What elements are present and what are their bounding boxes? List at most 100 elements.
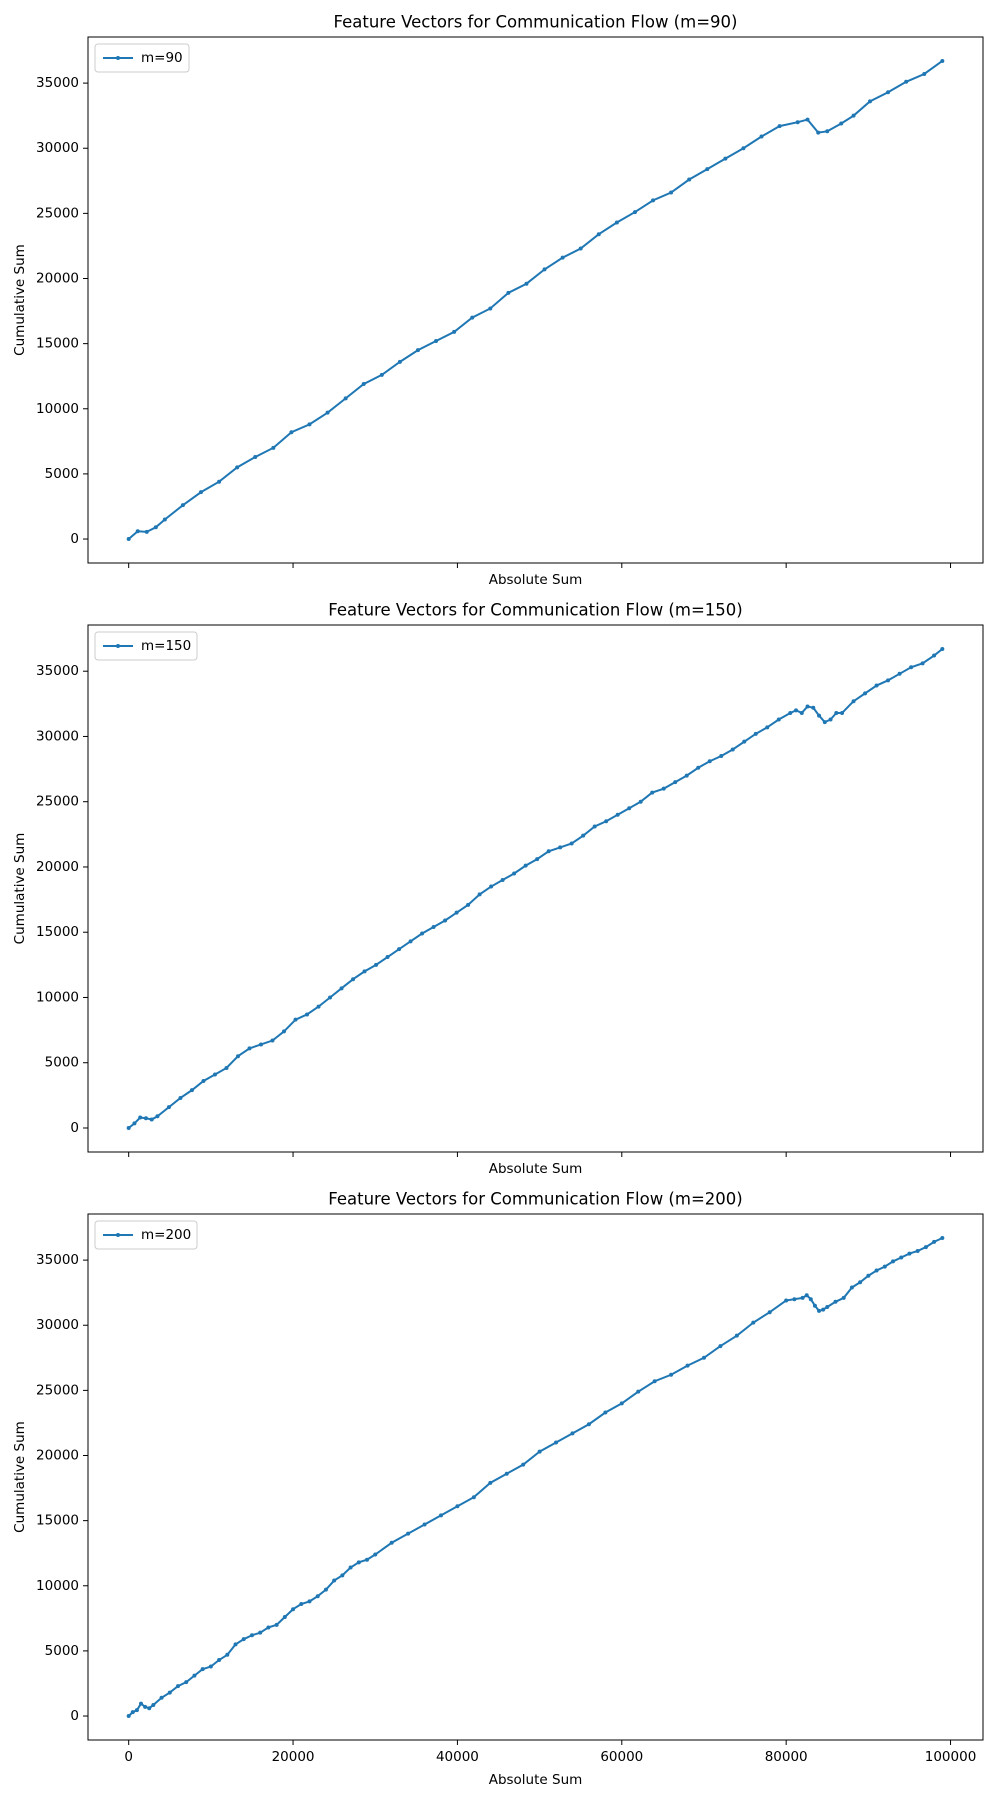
data-point bbox=[604, 819, 609, 824]
data-point bbox=[271, 445, 276, 450]
data-point bbox=[687, 177, 692, 182]
y-tick-label: 25000 bbox=[36, 205, 79, 221]
data-point bbox=[592, 824, 597, 829]
y-tick-label: 10000 bbox=[36, 1578, 79, 1594]
data-point bbox=[241, 1637, 246, 1642]
y-tick-label: 5000 bbox=[45, 1055, 79, 1071]
data-point bbox=[189, 1088, 194, 1093]
data-point bbox=[365, 1557, 370, 1562]
x-axis-label: Absolute Sum bbox=[489, 1161, 583, 1177]
data-point bbox=[932, 653, 937, 658]
data-point bbox=[397, 359, 402, 364]
data-point bbox=[253, 454, 258, 459]
data-point bbox=[638, 799, 643, 804]
data-point bbox=[153, 525, 158, 530]
data-point bbox=[825, 129, 830, 134]
data-point bbox=[696, 765, 701, 770]
data-point bbox=[730, 747, 735, 752]
data-point bbox=[155, 1114, 160, 1119]
data-point bbox=[940, 1235, 945, 1240]
data-point bbox=[669, 1372, 674, 1377]
data-point bbox=[833, 1299, 838, 1304]
data-point bbox=[673, 780, 678, 785]
data-point bbox=[138, 1115, 143, 1120]
data-point bbox=[904, 79, 909, 84]
data-point bbox=[266, 1625, 271, 1630]
data-point bbox=[940, 647, 945, 652]
data-point bbox=[217, 479, 222, 484]
data-point bbox=[406, 1531, 411, 1536]
data-point bbox=[751, 1320, 756, 1325]
data-point bbox=[362, 969, 367, 974]
y-tick-label: 25000 bbox=[36, 1382, 79, 1398]
y-tick-label: 10000 bbox=[36, 989, 79, 1005]
y-tick-label: 20000 bbox=[36, 1448, 79, 1464]
data-point bbox=[305, 1012, 310, 1017]
legend-label: m=150 bbox=[141, 638, 191, 654]
data-point bbox=[373, 1552, 378, 1557]
data-point bbox=[886, 90, 891, 95]
data-point bbox=[178, 1095, 183, 1100]
y-tick-label: 15000 bbox=[36, 924, 79, 940]
y-tick-label: 25000 bbox=[36, 794, 79, 810]
data-point bbox=[379, 372, 384, 377]
x-tick-label: 60000 bbox=[600, 1749, 643, 1765]
data-point bbox=[504, 1471, 509, 1476]
data-point bbox=[882, 1264, 887, 1269]
data-point bbox=[812, 1303, 817, 1308]
data-point bbox=[886, 678, 891, 683]
data-point bbox=[235, 465, 240, 470]
data-point bbox=[569, 841, 574, 846]
x-tick-label: 80000 bbox=[765, 1749, 808, 1765]
data-point bbox=[466, 902, 471, 907]
data-point bbox=[834, 710, 839, 715]
data-point bbox=[734, 1333, 739, 1338]
data-point bbox=[340, 1573, 345, 1578]
x-axis-label: Absolute Sum bbox=[489, 1772, 583, 1788]
data-point bbox=[134, 1708, 139, 1713]
data-point bbox=[201, 1079, 206, 1084]
data-point bbox=[361, 382, 366, 387]
data-point bbox=[800, 1295, 805, 1300]
data-point bbox=[723, 156, 728, 161]
data-line bbox=[128, 648, 943, 1129]
y-tick-label: 15000 bbox=[36, 336, 79, 352]
data-point bbox=[385, 955, 390, 960]
data-point bbox=[816, 130, 821, 135]
data-point bbox=[200, 1667, 205, 1672]
data-point bbox=[863, 691, 868, 696]
data-point bbox=[208, 1664, 213, 1669]
plot-frame bbox=[87, 1213, 984, 1741]
y-tick-label: 5000 bbox=[45, 466, 79, 482]
data-point bbox=[431, 925, 436, 930]
legend-box bbox=[94, 43, 190, 73]
data-point bbox=[765, 725, 770, 730]
data-point bbox=[307, 1599, 312, 1604]
data-point bbox=[776, 717, 781, 722]
data-point bbox=[233, 1642, 238, 1647]
data-point bbox=[144, 529, 149, 534]
data-point bbox=[356, 1560, 361, 1565]
data-point bbox=[293, 1017, 298, 1022]
data-point bbox=[851, 699, 856, 704]
data-point bbox=[159, 1695, 164, 1700]
data-point bbox=[546, 849, 551, 854]
y-tick-label: 0 bbox=[70, 531, 79, 547]
data-point bbox=[805, 704, 810, 709]
data-point bbox=[792, 1297, 797, 1302]
data-point bbox=[192, 1673, 197, 1678]
data-point bbox=[840, 710, 845, 715]
data-point bbox=[291, 1607, 296, 1612]
data-point bbox=[512, 871, 517, 876]
data-point bbox=[325, 410, 330, 415]
data-point bbox=[839, 121, 844, 126]
data-point bbox=[767, 1310, 772, 1315]
data-point bbox=[897, 671, 902, 676]
data-point bbox=[443, 918, 448, 923]
data-point bbox=[784, 1298, 789, 1303]
data-point bbox=[570, 1431, 575, 1436]
data-point bbox=[506, 290, 511, 295]
data-point bbox=[489, 884, 494, 889]
data-point bbox=[397, 947, 402, 952]
